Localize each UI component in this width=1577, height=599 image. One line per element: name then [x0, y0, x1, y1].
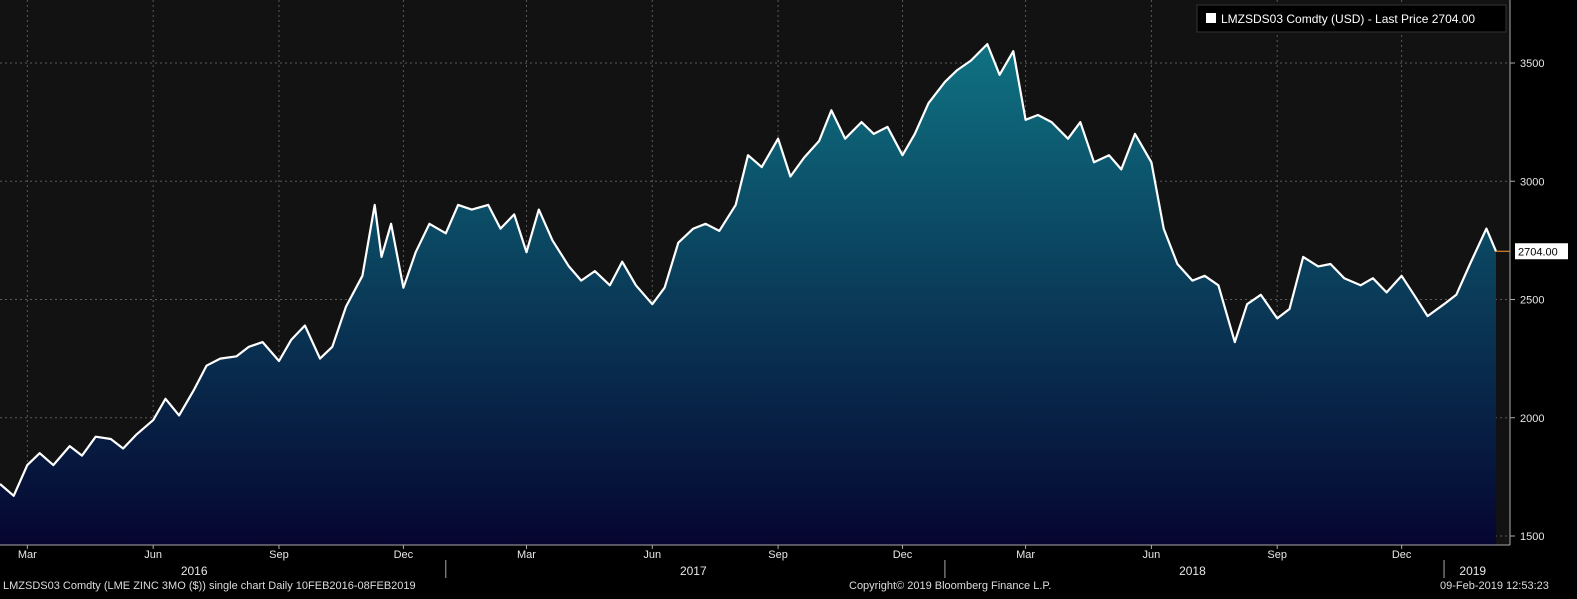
x-tick-label: Mar [1016, 549, 1035, 561]
x-tick-label: Mar [18, 549, 37, 561]
last-price-box [1515, 243, 1568, 260]
y-tick-label: 3000 [1520, 176, 1544, 188]
y-tick-label: 1500 [1520, 531, 1544, 543]
x-tick-label: Sep [768, 549, 788, 561]
y-tick-label: 2500 [1520, 295, 1544, 307]
price-series-line [0, 43, 1498, 497]
x-axis-ticks: Mar Jun Sep Dec Mar Jun Sep Dec Mar Jun Sep Dec 2016… [18, 545, 1486, 578]
last-price-label: 2704.00 [1518, 246, 1558, 258]
year-label: 2019 [1459, 564, 1486, 578]
x-tick-label: Jun [643, 549, 661, 561]
y-tick-label: 3500 [1520, 58, 1544, 70]
y-tick-label: 2000 [1520, 413, 1544, 425]
y-axis-ticks: 1500 2000 2500 3000 3500 [1510, 58, 1544, 543]
x-tick-label: Dec [893, 549, 913, 561]
x-tick-label: Sep [269, 549, 289, 561]
x-tick-label: Dec [1392, 549, 1412, 561]
x-tick-label: Mar [517, 549, 536, 561]
x-tick-label: Sep [1267, 549, 1287, 561]
year-label: 2017 [680, 564, 707, 578]
year-label: 2018 [1179, 564, 1206, 578]
footer-left: LMZSDS03 Comdty (LME ZINC 3MO ($)) singl… [3, 580, 416, 592]
x-tick-label: Jun [1143, 549, 1161, 561]
axes [0, 0, 1511, 546]
x-tick-label: Jun [144, 549, 162, 561]
legend-swatch [1206, 13, 1216, 23]
x-tick-label: Dec [394, 549, 414, 561]
legend: LMZSDS03 Comdty (USD) - Last Price 2704.… [1196, 4, 1507, 33]
legend-entry: LMZSDS03 Comdty (USD) - Last Price 2704.… [1221, 12, 1475, 26]
last-price-marker: 2704.00 [1496, 243, 1568, 260]
year-label: 2016 [181, 564, 208, 578]
footer-copyright: Copyright© 2019 Bloomberg Finance L.P. [849, 580, 1052, 592]
legend-box [1196, 4, 1507, 33]
footer-timestamp: 09-Feb-2019 12:53:23 [1440, 580, 1549, 592]
